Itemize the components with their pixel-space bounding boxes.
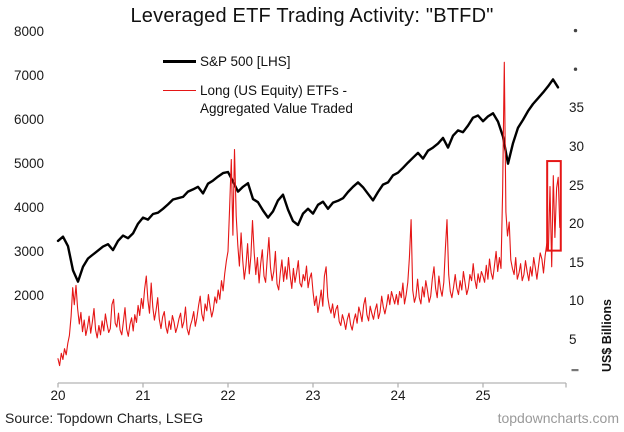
etf-value-traded-line	[57, 61, 561, 367]
website-link: topdowncharts.com	[497, 410, 619, 426]
right-axis-title: US$ Billions	[600, 299, 614, 372]
right-axis-minor-dot	[573, 67, 578, 71]
left-axis-tick-label: 3000	[13, 243, 44, 259]
x-axis-tick-label: 25	[475, 388, 491, 403]
right-axis-minor-dash	[571, 369, 579, 372]
left-axis-tick-label: 7000	[13, 67, 44, 83]
x-axis-tick-label: 24	[390, 388, 406, 403]
source-note: Source: Topdown Charts, LSEG	[5, 410, 204, 426]
right-axis-tick-label: 20	[569, 216, 585, 232]
right-axis-tick-label: 35	[569, 100, 585, 116]
sp500-line-swatch	[163, 53, 196, 63]
x-axis-tick-label: 23	[305, 388, 321, 403]
left-axis-tick-label: 5000	[13, 155, 44, 171]
legend: S&P 500 [LHS] Long (US Equity) ETFs - Ag…	[163, 53, 353, 130]
x-axis-tick-label: 22	[220, 388, 236, 403]
legend-item-etf: Long (US Equity) ETFs - Aggregated Value…	[163, 82, 353, 118]
highlight-box	[546, 160, 562, 252]
legend-item-sp500: S&P 500 [LHS]	[163, 53, 353, 71]
right-axis-tick-label: 15	[569, 254, 585, 270]
sp500-line	[56, 78, 560, 283]
left-axis-tick-label: 8000	[13, 23, 44, 39]
legend-label-etf-line2: Aggregated Value Traded	[200, 101, 353, 117]
chart-title: Leveraged ETF Trading Activity: "BTFD"	[130, 5, 494, 27]
right-axis-tick-label: 5	[569, 331, 577, 347]
left-axis-tick-label: 4000	[13, 199, 44, 215]
right-axis-tick-label: 25	[569, 177, 585, 193]
left-axis-tick-label: 6000	[13, 111, 44, 127]
right-axis-minor-dot	[573, 28, 578, 33]
legend-label-etf-line1: Long (US Equity) ETFs -	[200, 83, 348, 99]
legend-label-etf: Long (US Equity) ETFs - Aggregated Value…	[200, 82, 353, 118]
right-axis-tick-label: 10	[569, 293, 585, 309]
left-axis-tick-label: 2000	[13, 287, 44, 303]
x-axis-tick-label: 21	[135, 388, 151, 403]
legend-label-sp500: S&P 500 [LHS]	[200, 54, 291, 69]
right-axis-tick-label: 30	[569, 138, 585, 154]
etf-line-swatch	[163, 82, 196, 92]
x-axis-tick-label: 20	[50, 388, 66, 403]
